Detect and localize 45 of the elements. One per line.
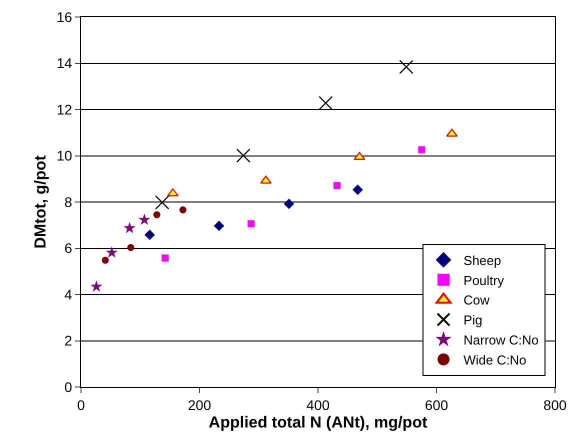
point — [399, 60, 414, 74]
point — [236, 148, 250, 163]
point — [106, 246, 118, 258]
legend-label: Pig — [464, 312, 482, 328]
point — [127, 244, 134, 252]
legend-label: Narrow C:No — [464, 332, 539, 348]
point — [248, 220, 255, 228]
point — [144, 230, 155, 240]
legend-label: Wide C:No — [464, 352, 526, 368]
point — [124, 222, 136, 234]
point — [155, 195, 170, 210]
y-tick-label: 6 — [64, 240, 72, 256]
point — [352, 184, 363, 195]
point — [446, 128, 458, 137]
point — [418, 146, 426, 154]
y-tick-label: 0 — [64, 378, 72, 395]
point — [260, 176, 272, 184]
point — [102, 256, 109, 264]
y-axis-title: DMtot, g/pot — [32, 154, 50, 249]
point — [284, 198, 294, 210]
point — [153, 211, 160, 218]
y-tick-label: 8 — [64, 194, 72, 210]
point — [167, 188, 179, 196]
x-axis-title: Applied total N (ANt), mg/pot — [208, 414, 428, 432]
x-tick-label: 800 — [543, 396, 567, 413]
y-tick-label: 10 — [56, 148, 72, 164]
legend-label: Cow — [464, 292, 490, 308]
point — [179, 206, 186, 214]
y-tick-label: 16 — [56, 8, 72, 25]
point — [162, 254, 169, 262]
point — [333, 182, 340, 190]
point — [318, 96, 333, 110]
x-tick-label: 600 — [424, 396, 448, 413]
x-tick-label: 200 — [188, 396, 212, 413]
point — [214, 220, 224, 232]
x-tick-label: 0 — [77, 396, 86, 413]
legend-label: Poultry — [464, 272, 504, 288]
y-tick-label: 14 — [56, 55, 72, 72]
y-tick-label: 4 — [64, 286, 72, 302]
x-tick-label: 400 — [306, 396, 330, 413]
legend-label: Sheep — [464, 252, 502, 268]
point — [138, 214, 150, 225]
y-tick-label: 2 — [64, 332, 72, 349]
y-tick-label: 12 — [56, 101, 72, 118]
point — [90, 280, 102, 292]
